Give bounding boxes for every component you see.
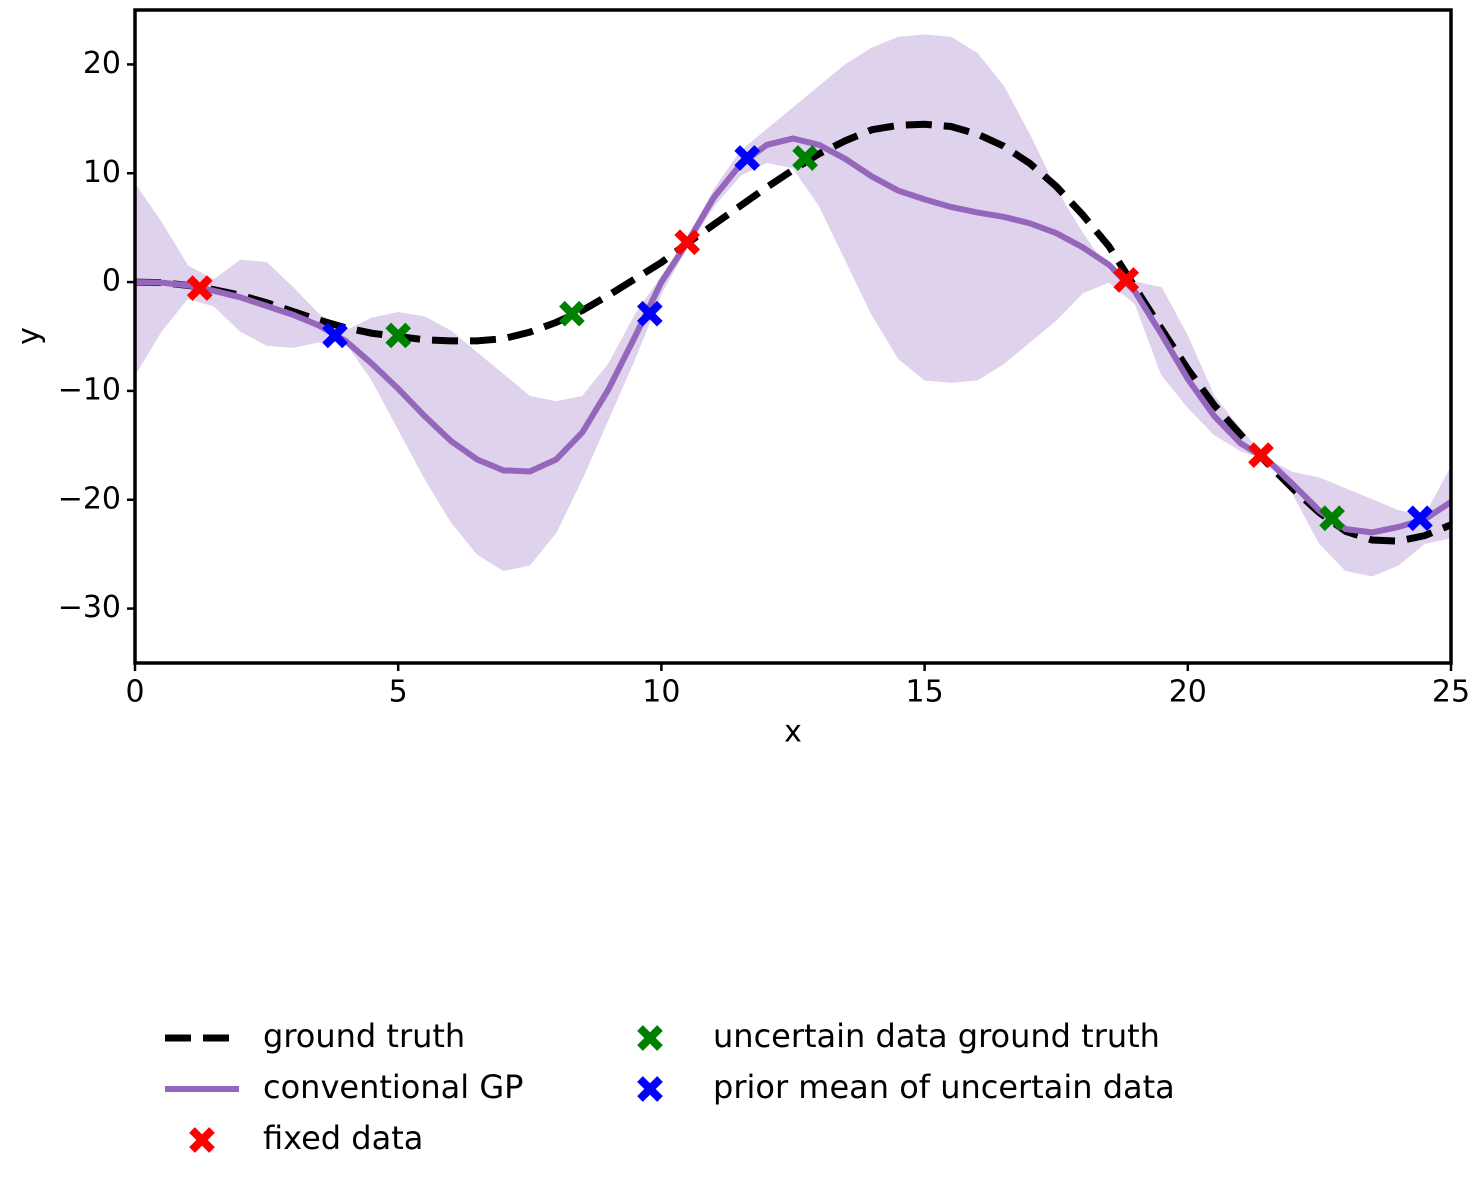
x-tick-label: 15 <box>906 675 944 710</box>
data-point <box>734 145 761 171</box>
data-point <box>186 275 213 301</box>
data-point <box>1407 505 1433 532</box>
data-point <box>559 300 585 327</box>
data-point <box>1319 505 1345 532</box>
legend-handle <box>189 1127 215 1153</box>
x-tick-label: 0 <box>125 675 144 710</box>
x-tick-label: 5 <box>389 675 408 710</box>
y-axis-label: y <box>12 327 47 345</box>
legend-handle <box>637 1076 663 1102</box>
y-tick-label: −10 <box>58 372 121 407</box>
legend-label: fixed data <box>263 1119 423 1157</box>
series-line <box>134 135 1453 536</box>
x-tick-label: 10 <box>642 675 680 710</box>
legend-label: ground truth <box>263 1017 465 1055</box>
plot-frame <box>133 8 1453 665</box>
y-tick-label: 0 <box>102 264 121 299</box>
y-tick-label: −20 <box>58 481 121 516</box>
data-point <box>636 300 663 327</box>
x-tick-label: 25 <box>1432 675 1470 710</box>
y-tick-label: −30 <box>58 590 121 625</box>
y-tick-label: 10 <box>83 155 121 190</box>
legend-label: uncertain data ground truth <box>713 1017 1160 1055</box>
data-point <box>1248 442 1274 468</box>
data-point <box>792 145 818 171</box>
y-tick-label: 20 <box>83 46 121 81</box>
data-point <box>385 322 412 349</box>
data-point <box>674 229 701 255</box>
x-axis-label: x <box>784 715 802 750</box>
series-line <box>134 120 1453 545</box>
legend-label: conventional GP <box>263 1068 523 1106</box>
x-tick-label: 20 <box>1169 675 1207 710</box>
data-point <box>1113 267 1140 293</box>
confidence-band <box>134 34 1452 577</box>
legend-label: prior mean of uncertain data <box>713 1068 1175 1106</box>
legend-handle <box>637 1025 663 1051</box>
data-point <box>322 322 348 349</box>
